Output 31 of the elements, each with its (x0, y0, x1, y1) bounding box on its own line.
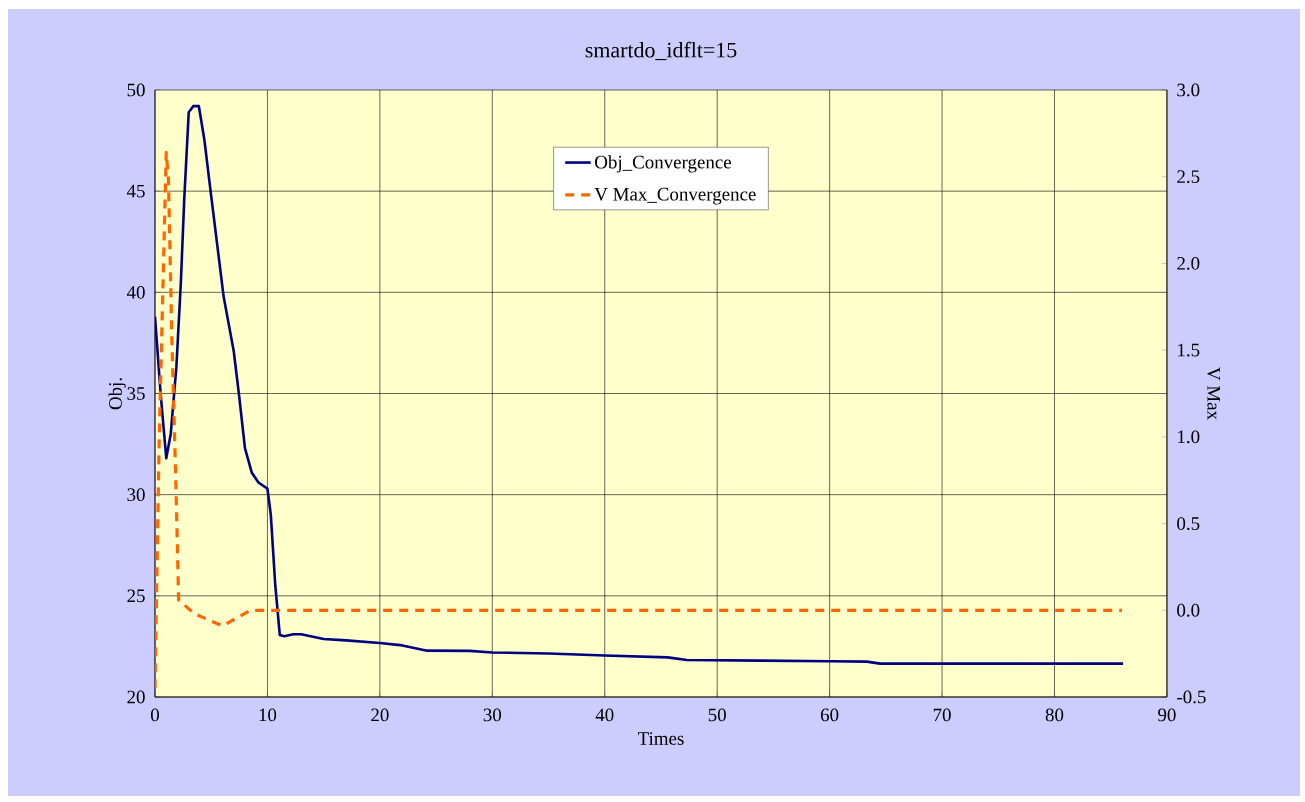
x-tick-label: 30 (483, 708, 502, 722)
x-tick-label: 80 (1045, 708, 1064, 722)
y-tick-label: 45 (126, 184, 145, 198)
y2-tick-label: 1.5 (1178, 343, 1200, 357)
x-tick-label: 90 (1158, 708, 1176, 722)
y-tick-label: 30 (127, 488, 145, 502)
y2-tick-label: 0.0 (1177, 603, 1200, 617)
y2-tick-label: 2.0 (1177, 257, 1200, 270)
y-axis-title: Obj. (108, 378, 126, 410)
x-tick-label: 60 (820, 708, 839, 722)
x-tick-label: 0 (150, 708, 160, 722)
y2-tick-label: 1.0 (1178, 430, 1200, 444)
y-tick-label: 20 (127, 690, 145, 704)
x-tick-label: 70 (933, 708, 951, 722)
x-axis-title: Times (637, 732, 684, 745)
y2-tick-label: 2.5 (1177, 170, 1200, 184)
y2-tick-label: 3.0 (1177, 83, 1200, 97)
y-tick-label: 50 (127, 83, 145, 97)
x-tick-label: 20 (371, 708, 389, 722)
legend-label: Obj_Convergence (595, 155, 732, 173)
y-tick-label: 25 (127, 589, 145, 603)
x-tick-label: 50 (708, 708, 726, 722)
legend-label: V Max_Convergence (594, 187, 756, 205)
x-tick-label: 10 (259, 708, 277, 722)
y2-tick-label: -0.5 (1177, 690, 1206, 704)
y2-tick-label: 0.5 (1177, 517, 1200, 530)
x-tick-label: 40 (595, 708, 614, 722)
y-tick-label: 40 (126, 285, 145, 299)
y-tick-label: 35 (127, 387, 145, 400)
y2-axis-title: V Max (1207, 367, 1220, 420)
chart-title: smartdo_idflt=15 (585, 41, 737, 61)
